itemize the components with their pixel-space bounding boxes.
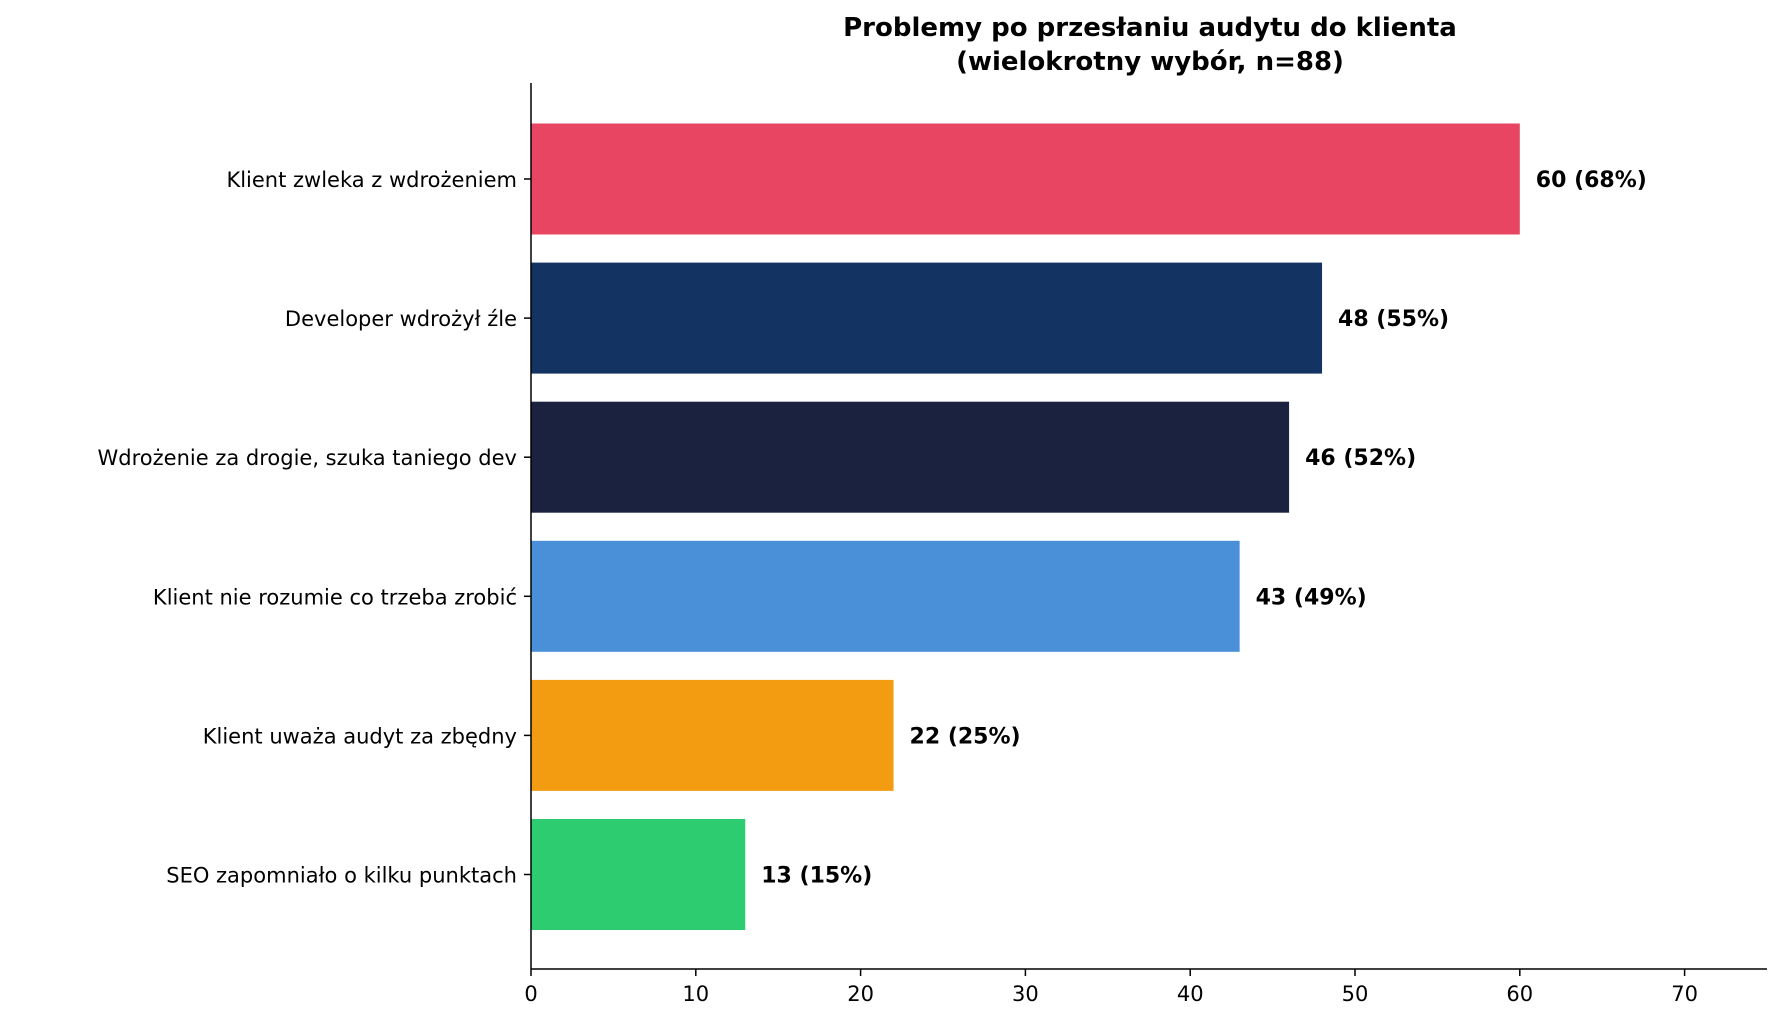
x-tick-label-0: 0 bbox=[524, 982, 537, 1006]
value-label-developer-wdrozyl-zle: 48 (55%) bbox=[1338, 307, 1449, 332]
category-label-klient-uwaza-audyt-za-zbedny: Klient uważa audyt za zbędny bbox=[203, 724, 517, 748]
bar-klient-nie-rozumie-co-trzeba-zrobic bbox=[531, 540, 1240, 652]
bars-group bbox=[531, 123, 1520, 930]
x-tick-label-70: 70 bbox=[1671, 982, 1698, 1006]
x-tick-label-60: 60 bbox=[1506, 982, 1533, 1006]
x-tick-label-10: 10 bbox=[682, 982, 709, 1006]
category-labels-group: Klient zwleka z wdrożeniem Developer wdro… bbox=[98, 168, 531, 888]
bar-developer-wdrozyl-zle bbox=[531, 262, 1323, 374]
category-label-wdrozenie-za-drogie-szuka-taniego-dev: Wdrożenie za drogie, szuka taniego dev bbox=[98, 446, 517, 470]
value-label-wdrozenie-za-drogie-szuka-taniego-dev: 46 (52%) bbox=[1305, 446, 1416, 471]
chart-title: Problemy po przesłaniu audytu do klienta bbox=[843, 13, 1457, 43]
category-label-klient-zwleka-z-wdrozeniem: Klient zwleka z wdrożeniem bbox=[226, 168, 517, 192]
value-label-klient-nie-rozumie-co-trzeba-zrobic: 43 (49%) bbox=[1256, 585, 1367, 610]
bar-klient-zwleka-z-wdrozeniem bbox=[531, 123, 1520, 235]
bar-klient-uwaza-audyt-za-zbedny bbox=[531, 679, 894, 791]
x-tick-label-40: 40 bbox=[1177, 982, 1204, 1006]
value-label-klient-uwaza-audyt-za-zbedny: 22 (25%) bbox=[910, 724, 1021, 749]
chart-subtitle: (wielokrotny wybór, n=88) bbox=[956, 47, 1344, 77]
x-tick-label-30: 30 bbox=[1012, 982, 1039, 1006]
category-label-seo-zapomnialo-o-kilku-punktach: SEO zapomniało o kilku punktach bbox=[166, 864, 517, 888]
bar-seo-zapomnialo-o-kilku-punktach bbox=[531, 819, 746, 930]
category-label-klient-nie-rozumie-co-trzeba-zrobic: Klient nie rozumie co trzeba zrobić bbox=[153, 585, 517, 609]
value-label-klient-zwleka-z-wdrozeniem: 60 (68%) bbox=[1536, 168, 1647, 193]
category-label-developer-wdrozyl-zle: Developer wdrożył źle bbox=[285, 307, 517, 331]
value-label-seo-zapomnialo-o-kilku-punktach: 13 (15%) bbox=[761, 864, 872, 889]
x-axis-ticks-group: 0 10 20 30 40 50 60 70 bbox=[524, 969, 1698, 1006]
x-tick-label-20: 20 bbox=[847, 982, 874, 1006]
value-labels-group: 60 (68%) 48 (55%) 46 (52%) 43 (49%) 22 (25%)… bbox=[761, 168, 1647, 889]
bar-wdrozenie-za-drogie-szuka-taniego-dev bbox=[531, 401, 1290, 513]
x-tick-label-50: 50 bbox=[1342, 982, 1369, 1006]
